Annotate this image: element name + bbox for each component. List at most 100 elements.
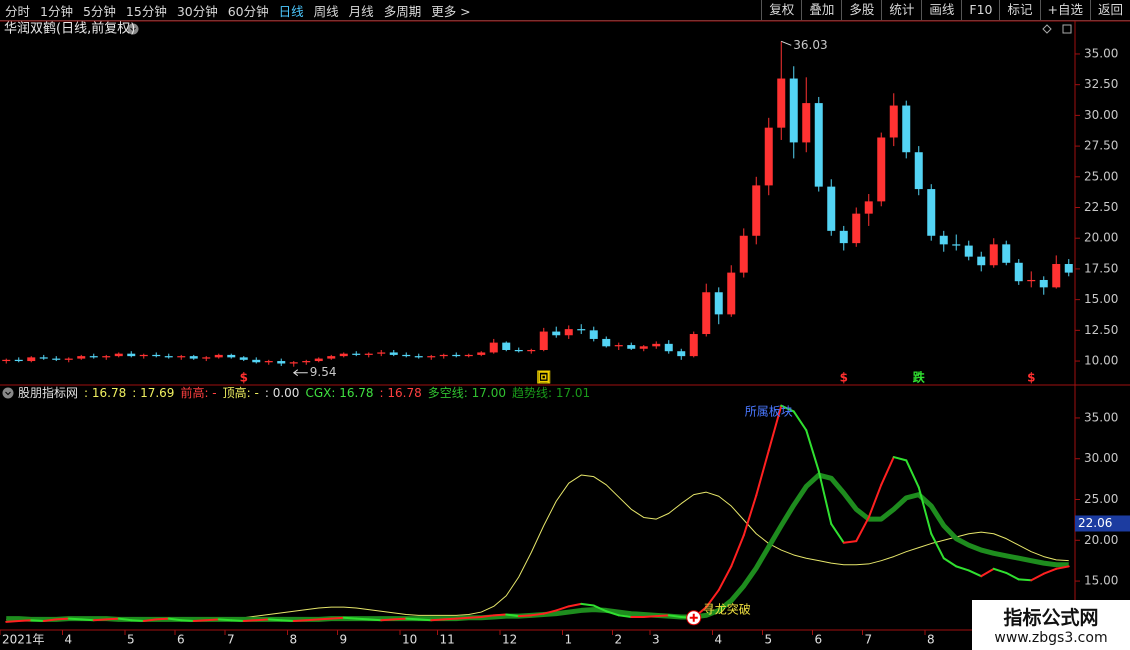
legend-item: 多空线: 17.00 — [428, 386, 506, 400]
candle-body — [1064, 264, 1073, 273]
x-tick-label: 11 — [440, 633, 455, 647]
toolbar: 分时 1分钟 5分钟 15分钟 30分钟 60分钟 日线 周线 月线 多周期 更多 > 复权 叠加 多股统… — [0, 0, 1130, 21]
candle-body — [477, 352, 486, 355]
indicator-icon[interactable] — [2, 387, 14, 399]
x-tick-label: 10 — [402, 633, 417, 647]
period-tab[interactable]: 月线 — [348, 3, 374, 19]
signal-box — [537, 370, 551, 384]
indicator-line-segment — [967, 569, 983, 578]
period-tab[interactable]: 1分钟 — [40, 3, 73, 19]
candle-body — [1039, 279, 1048, 288]
candle-body — [952, 244, 961, 246]
candle-body — [264, 361, 273, 363]
candle-body — [777, 78, 786, 128]
candle-body — [927, 189, 936, 236]
candle-body — [402, 354, 411, 357]
indicator-line-segment — [905, 459, 920, 489]
candle-body — [839, 230, 848, 244]
period-tab[interactable]: 周线 — [313, 3, 339, 19]
period-tab[interactable]: 60分钟 — [227, 3, 269, 19]
candle-body — [127, 353, 136, 357]
candle-body — [139, 354, 148, 357]
indicator-line-segment — [642, 615, 658, 618]
indicator-line-segment — [505, 613, 520, 618]
tool-button[interactable]: 统计 — [881, 0, 921, 20]
legend-item: : 16.78 — [84, 386, 126, 400]
tool-button[interactable]: 叠加 — [801, 0, 841, 20]
indicator-line-segment — [355, 617, 370, 621]
x-tick-label: 5 — [765, 633, 773, 647]
indicator-line-segment — [480, 614, 495, 618]
candle-body — [377, 352, 386, 354]
period-tab[interactable]: 15分钟 — [125, 3, 167, 19]
high-pointer — [781, 40, 792, 46]
indicator-line-segment — [42, 618, 58, 623]
candle-body — [352, 353, 361, 355]
indicator-line-segment — [617, 614, 633, 618]
title-icon[interactable] — [127, 23, 139, 35]
candle-body — [964, 245, 973, 257]
indicator-line-segment — [280, 619, 295, 623]
candle-body — [1027, 279, 1036, 282]
indicator-line-segment — [67, 617, 83, 621]
x-tick-label: 2021年 — [2, 633, 45, 647]
icon[interactable] — [1062, 24, 1072, 34]
indicator-line-segment — [792, 410, 808, 432]
tool-button[interactable]: 多股 — [841, 0, 881, 20]
tool-button[interactable]: +自选 — [1039, 0, 1090, 20]
period-tab[interactable]: 多周期 — [383, 3, 422, 19]
candle-body — [414, 356, 423, 358]
indicator-line-segment — [667, 614, 683, 618]
indicator-line-segment — [242, 619, 258, 623]
candle-body — [327, 356, 336, 359]
indicator-line-segment — [555, 605, 570, 612]
y-tick-label: 25.00 — [1084, 169, 1118, 183]
tool-button[interactable]: 返回 — [1089, 0, 1130, 20]
indicator-line-segment — [942, 557, 958, 568]
legend-item: : 17.69 — [132, 386, 174, 400]
indicator-header: 股朋指标网: 16.78: 17.69 前高: - 顶高: -: 0.00 CGX: … — [18, 385, 590, 400]
candle-body — [227, 354, 236, 358]
tool-button[interactable]: F10 — [961, 0, 999, 20]
y-tick-label: 35.00 — [1084, 46, 1118, 60]
x-tick-label: 7 — [227, 633, 235, 647]
indicator-line-segment — [830, 522, 845, 544]
icon[interactable] — [1042, 24, 1052, 34]
candle-body — [639, 346, 648, 349]
candle-body — [14, 359, 23, 362]
indicator-line-segment — [405, 617, 420, 621]
indicator-line-segment — [317, 617, 333, 621]
chart-title: 华润双鹤(日线,前复权) — [4, 21, 135, 37]
candle-body — [977, 256, 986, 266]
tool-button[interactable]: 标记 — [999, 0, 1039, 20]
indicator-line-segment — [105, 617, 120, 621]
legend-item: 前高: - — [180, 385, 216, 400]
candle-body — [102, 356, 111, 358]
indicator-line-segment — [467, 615, 483, 619]
x-tick-label: 2 — [615, 633, 623, 647]
y-tick-label: 30.00 — [1084, 451, 1118, 465]
indicator-line-segment — [167, 617, 183, 622]
y-tick-label: 15.00 — [1084, 292, 1118, 306]
candle-body — [177, 356, 186, 358]
indicator-line-segment — [780, 404, 795, 413]
period-tab[interactable]: 更多 > — [431, 3, 471, 19]
candle-body — [902, 105, 911, 153]
candle-body — [602, 338, 611, 347]
candle-body — [27, 357, 36, 362]
watermark-title: 指标公式网 — [1003, 607, 1099, 629]
candle-body — [627, 345, 636, 349]
value-marker-box — [1075, 515, 1130, 532]
candle-body — [864, 201, 873, 214]
y-tick-label: 20.00 — [1084, 231, 1118, 245]
period-tab[interactable]: 日线 — [278, 3, 304, 19]
candle-body — [677, 351, 686, 357]
tool-button[interactable]: 画线 — [921, 0, 961, 20]
period-tab[interactable]: 30分钟 — [176, 3, 218, 19]
indicator-line-segment — [342, 616, 358, 620]
period-tab[interactable]: 分时 — [5, 3, 31, 19]
candle-body — [52, 358, 61, 360]
indicator-line-segment — [880, 456, 895, 486]
period-tab[interactable]: 5分钟 — [82, 3, 116, 19]
tool-button[interactable]: 复权 — [761, 0, 801, 20]
